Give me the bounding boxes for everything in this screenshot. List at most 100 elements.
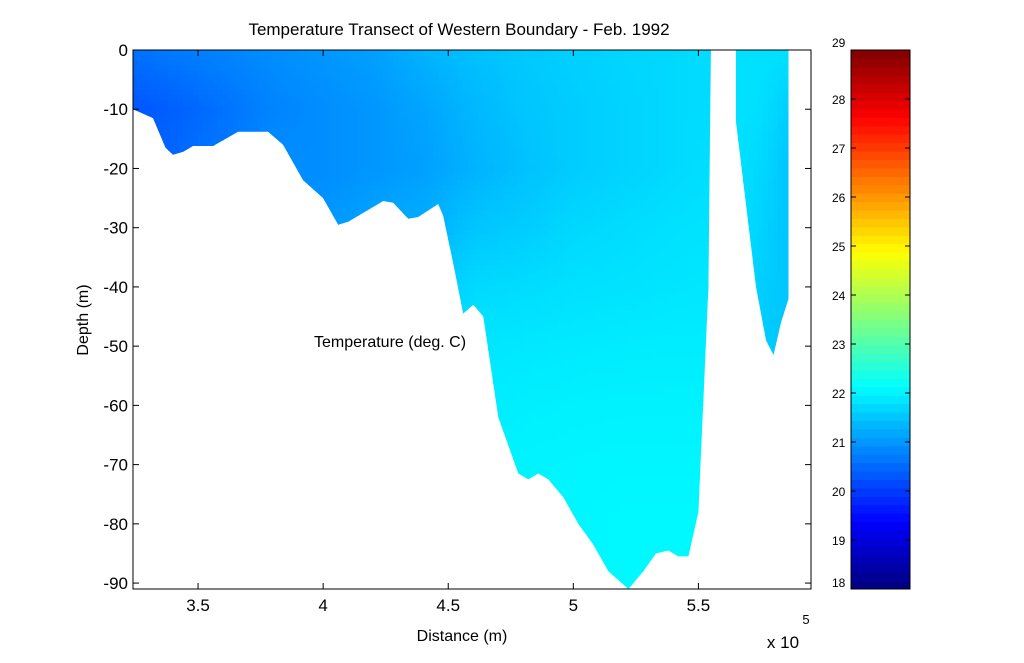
temperature-cell xyxy=(328,370,334,376)
temperature-cell xyxy=(163,495,169,501)
temperature-cell xyxy=(143,365,149,371)
temperature-cell xyxy=(328,225,334,231)
temperature-cell xyxy=(168,360,174,366)
temperature-cell xyxy=(168,300,174,306)
temperature-cell xyxy=(338,475,344,481)
temperature-cell xyxy=(358,555,364,561)
temperature-cell xyxy=(183,420,189,426)
temperature-cell xyxy=(178,570,184,576)
temperature-cell xyxy=(193,260,199,266)
temperature-cell xyxy=(273,170,279,176)
temperature-cell xyxy=(278,510,284,516)
temperature-cell xyxy=(338,240,344,246)
temperature-cell xyxy=(178,90,184,96)
temperature-cell xyxy=(168,170,174,176)
temperature-cell xyxy=(208,370,214,376)
temperature-cell xyxy=(343,255,349,261)
temperature-cell xyxy=(308,520,314,526)
temperature-cell xyxy=(263,460,269,466)
temperature-cell xyxy=(213,65,219,71)
temperature-cell xyxy=(208,565,214,571)
temperature-cell xyxy=(138,435,144,441)
temperature-cell xyxy=(333,180,339,186)
temperature-cell xyxy=(198,305,204,311)
temperature-cell xyxy=(343,105,349,111)
temperature-cell xyxy=(153,585,159,589)
temperature-cell xyxy=(308,135,314,141)
temperature-cell xyxy=(223,535,229,541)
temperature-cell xyxy=(278,335,284,341)
temperature-cell xyxy=(343,70,349,76)
temperature-cell xyxy=(168,335,174,341)
temperature-cell xyxy=(318,565,324,571)
temperature-cell xyxy=(158,580,164,586)
temperature-cell xyxy=(133,135,139,141)
temperature-cell xyxy=(283,215,289,221)
temperature-cell xyxy=(183,300,189,306)
temperature-cell xyxy=(328,140,334,146)
temperature-cell xyxy=(298,295,304,301)
temperature-cell xyxy=(133,55,139,61)
temperature-cell xyxy=(268,220,274,226)
temperature-cell xyxy=(233,190,239,196)
temperature-cell xyxy=(358,70,364,76)
temperature-cell xyxy=(273,485,279,491)
temperature-cell xyxy=(293,495,299,501)
temperature-cell xyxy=(283,235,289,241)
temperature-cell xyxy=(333,210,339,216)
temperature-cell xyxy=(193,290,199,296)
temperature-cell xyxy=(243,395,249,401)
temperature-cell xyxy=(218,310,224,316)
temperature-cell xyxy=(188,280,194,286)
temperature-cell xyxy=(338,355,344,361)
temperature-cell xyxy=(193,430,199,436)
temperature-cell xyxy=(253,125,259,131)
temperature-cell xyxy=(203,330,209,336)
temperature-cell xyxy=(298,170,304,176)
temperature-cell xyxy=(178,190,184,196)
temperature-cell xyxy=(148,565,154,571)
temperature-cell xyxy=(188,65,194,71)
temperature-cell xyxy=(363,110,369,116)
temperature-cell xyxy=(288,120,294,126)
temperature-cell xyxy=(248,270,254,276)
temperature-cell xyxy=(223,420,229,426)
temperature-cell xyxy=(343,390,349,396)
temperature-cell xyxy=(248,485,254,491)
temperature-cell xyxy=(188,460,194,466)
temperature-cell xyxy=(203,500,209,506)
temperature-cell xyxy=(358,310,364,316)
temperature-cell xyxy=(298,555,304,561)
temperature-cell xyxy=(243,125,249,131)
temperature-cell xyxy=(173,260,179,266)
temperature-cell xyxy=(208,220,214,226)
temperature-cell xyxy=(248,525,254,531)
temperature-cell xyxy=(278,360,284,366)
temperature-cell xyxy=(178,285,184,291)
temperature-cell xyxy=(158,175,164,181)
temperature-cell xyxy=(328,105,334,111)
temperature-cell xyxy=(278,415,284,421)
temperature-cell xyxy=(338,450,344,456)
temperature-cell xyxy=(273,215,279,221)
temperature-cell xyxy=(178,95,184,101)
temperature-cell xyxy=(353,480,359,486)
temperature-cell xyxy=(203,160,209,166)
temperature-cell xyxy=(303,320,309,326)
temperature-cell xyxy=(198,150,204,156)
temperature-cell xyxy=(333,320,339,326)
temperature-cell xyxy=(198,205,204,211)
temperature-cell xyxy=(218,185,224,191)
temperature-cell xyxy=(338,480,344,486)
temperature-cell xyxy=(223,480,229,486)
temperature-cell xyxy=(328,260,334,266)
temperature-cell xyxy=(318,245,324,251)
temperature-cell xyxy=(238,345,244,351)
temperature-cell xyxy=(358,215,364,221)
temperature-cell xyxy=(188,185,194,191)
temperature-cell xyxy=(198,445,204,451)
temperature-cell xyxy=(178,295,184,301)
temperature-cell xyxy=(283,70,289,76)
temperature-cell xyxy=(188,575,194,581)
temperature-cell xyxy=(208,365,214,371)
